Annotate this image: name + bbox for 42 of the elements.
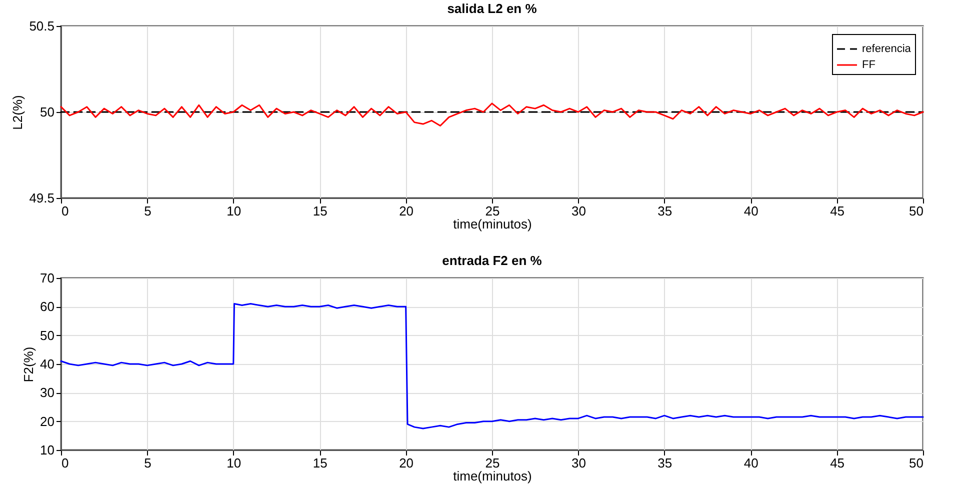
x-tick-label: 50	[909, 456, 924, 470]
y-tick-label: 50.5	[29, 18, 54, 34]
y-tick-label: 30	[40, 385, 54, 400]
x-tick-label: 25	[485, 204, 500, 218]
x-tick-label: 0	[62, 456, 69, 470]
x-tick-label: 35	[658, 204, 672, 218]
chart-title: entrada F2 en %	[442, 253, 542, 268]
x-tick-label: 15	[312, 456, 328, 470]
x-tick-label: 0	[62, 204, 69, 218]
x-tick-label: 45	[830, 456, 845, 470]
x-axis-title: time(minutos)	[453, 468, 532, 484]
legend-label: referencia	[862, 43, 912, 55]
legend-label: FF	[862, 59, 876, 71]
y-tick-label: 40	[40, 356, 54, 372]
x-tick-label: 30	[571, 204, 586, 218]
x-tick-label: 15	[312, 204, 328, 218]
y-tick-label: 60	[40, 299, 54, 314]
y-tick-label: 50	[40, 104, 54, 120]
x-tick-label: 35	[658, 456, 672, 470]
x-tick-label: 10	[226, 204, 242, 218]
x-tick-label: 25	[485, 456, 500, 470]
x-tick-label: 20	[399, 456, 414, 470]
y-tick-label: 50	[40, 328, 54, 343]
x-tick-label: 50	[909, 204, 924, 218]
x-tick-label: 10	[226, 456, 242, 470]
line-series	[60, 102, 924, 127]
y-tick-label: 70	[40, 270, 54, 286]
line-series	[60, 303, 924, 430]
x-tick-label: 5	[144, 204, 152, 218]
y-tick-label: 49.5	[29, 190, 54, 206]
x-tick-label: 30	[571, 456, 586, 470]
y-tick-label: 10	[40, 442, 54, 458]
x-axis-title: time(minutos)	[453, 216, 532, 232]
y-tick-label: 20	[40, 414, 54, 429]
x-tick-label: 40	[744, 456, 758, 470]
y-axis-title: F2(%)	[21, 346, 36, 382]
x-tick-label: 40	[744, 204, 758, 218]
x-tick-label: 45	[830, 204, 845, 218]
y-axis-title: L2(%)	[10, 95, 26, 130]
x-tick-label: 20	[399, 204, 414, 218]
x-tick-label: 5	[144, 456, 152, 470]
chart-title: salida L2 en %	[447, 1, 538, 16]
